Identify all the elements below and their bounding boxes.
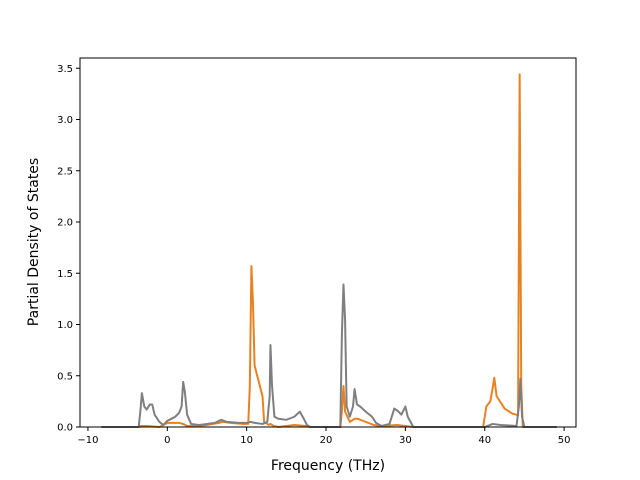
series-layer	[101, 73, 557, 428]
y-tick-label: 0.0	[57, 423, 73, 434]
x-tick-label: 50	[558, 435, 571, 446]
y-tick-label: 3.5	[57, 64, 73, 75]
x-tick-label: 20	[320, 435, 333, 446]
y-tick-label: 1.5	[57, 269, 73, 280]
plot-frame	[79, 57, 577, 428]
y-tick-label: 2.5	[57, 166, 73, 177]
x-tick-label: −10	[77, 435, 98, 446]
y-tick-label: 2.0	[57, 218, 73, 229]
x-tick-label: 30	[399, 435, 412, 446]
y-tick-label: 0.5	[57, 371, 73, 382]
y-axis: 0.0 0.5 1.0 1.5 2.0 2.5 3.0 3.5	[57, 64, 80, 434]
series-line-2	[101, 283, 557, 428]
x-tick-label: 40	[478, 435, 491, 446]
x-axis-label: Frequency (THz)	[271, 458, 385, 474]
x-tick-label: 10	[240, 435, 253, 446]
y-axis-label: Partial Density of States	[26, 158, 42, 326]
x-axis: −10 0 10 20 30 40 50	[77, 427, 570, 446]
y-tick-label: 3.0	[57, 115, 73, 126]
y-tick-label: 1.0	[57, 320, 73, 331]
x-tick-label: 0	[164, 435, 170, 446]
